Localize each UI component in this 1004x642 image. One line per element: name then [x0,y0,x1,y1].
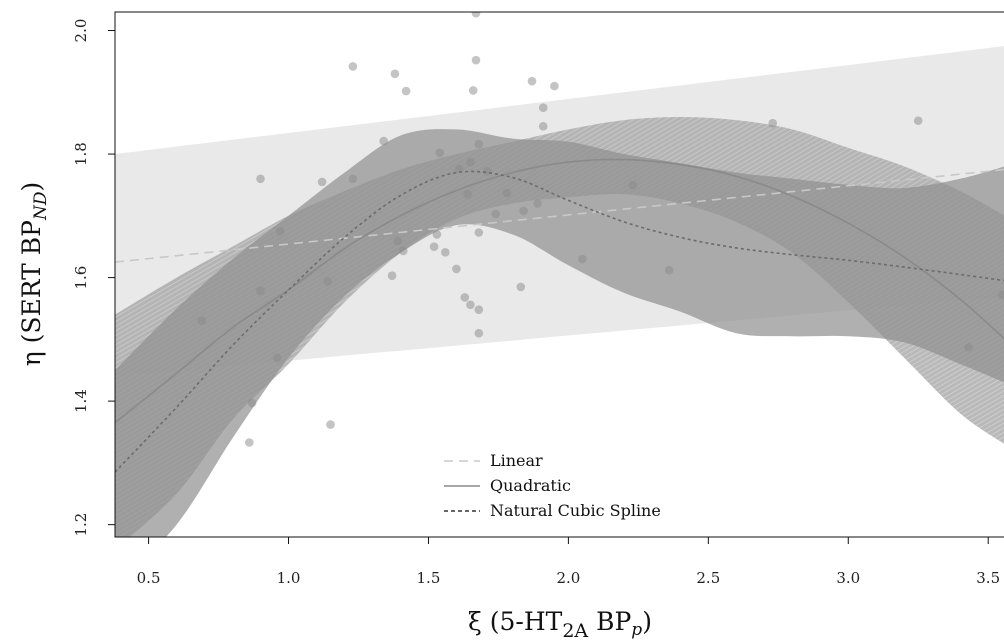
natural-cubic-spline-confidence-band [115,129,1004,537]
data-point [317,177,327,187]
y-tick-label: 1.8 [72,142,90,166]
y-tick-label: 2.0 [72,19,90,43]
data-point [460,293,470,302]
data-point [429,242,439,251]
x-tick-label: 2.0 [556,569,580,587]
x-tick-label: 0.5 [137,569,161,587]
data-point [533,199,542,208]
y-tick-label: 1.6 [72,266,90,290]
data-point [463,189,472,199]
data-point [256,286,265,295]
data-point [471,55,481,65]
data-point [432,230,442,239]
linear-legend-label: Linear [490,451,543,470]
data-point [538,103,548,112]
data-point [538,122,548,131]
data-point [197,316,207,326]
data-point [628,180,638,190]
data-point [245,438,254,447]
x-axis-title: ξ (5-HT2A BPp) [468,607,652,642]
data-point [435,148,445,158]
x-tick-label: 1.5 [417,569,441,587]
data-point [466,157,475,167]
x-axis: 0.5 1.0 1.5 2.0 2.5 3.0 3.5 [137,537,1000,587]
data-point [454,164,464,174]
data-point [519,206,528,216]
data-point [348,174,358,184]
data-point [393,236,403,246]
data-point [550,81,559,91]
quadratic-legend-label: Quadratic [490,476,571,495]
data-point [379,136,389,146]
data-point [964,343,973,352]
data-point [491,209,500,219]
confidence-bands [115,46,1004,537]
y-axis: 1.2 1.4 1.6 1.8 2.0 [72,19,115,537]
data-point [471,12,481,18]
data-point [466,300,475,310]
data-point [474,305,484,315]
data-point [474,228,484,237]
quadratic-fit-line [115,158,1004,424]
data-point [247,398,257,408]
data-point [474,328,484,338]
data-point [997,290,1004,300]
data-point [275,227,285,236]
data-point [913,116,923,125]
y-tick-label: 1.2 [72,513,90,537]
data-point [256,174,265,184]
x-tick-label: 1.0 [277,569,301,587]
plot-frame [114,11,1004,538]
data-point [468,86,478,95]
data-point [348,62,358,71]
data-point [326,420,335,429]
y-tick-label: 1.4 [72,389,90,413]
data-point [502,188,512,198]
data-point [390,69,400,79]
data-point [441,248,450,257]
data-point [273,353,282,363]
legend: Linear Quadratic Natural Cubic Spline [444,451,661,520]
x-tick-label: 3.5 [976,569,1000,587]
scatter-points [197,12,1004,447]
natural-cubic-spline-legend-label: Natural Cubic Spline [490,501,661,520]
y-axis-title: η (SERT BPND) [17,182,51,367]
data-point [452,264,461,274]
linear-fit-line [115,168,1004,263]
natural-cubic-spline-fit-line [115,170,1004,473]
x-tick-label: 3.0 [836,569,860,587]
data-point [474,139,484,149]
x-tick-label: 2.5 [696,569,720,587]
data-point [323,277,333,286]
data-point [401,86,411,96]
data-point [387,271,397,281]
fit-lines [115,158,1004,473]
data-point [399,246,408,256]
data-point [578,254,587,264]
data-point [664,265,674,275]
data-point [768,118,777,128]
data-point [516,282,526,292]
data-point [527,76,537,86]
